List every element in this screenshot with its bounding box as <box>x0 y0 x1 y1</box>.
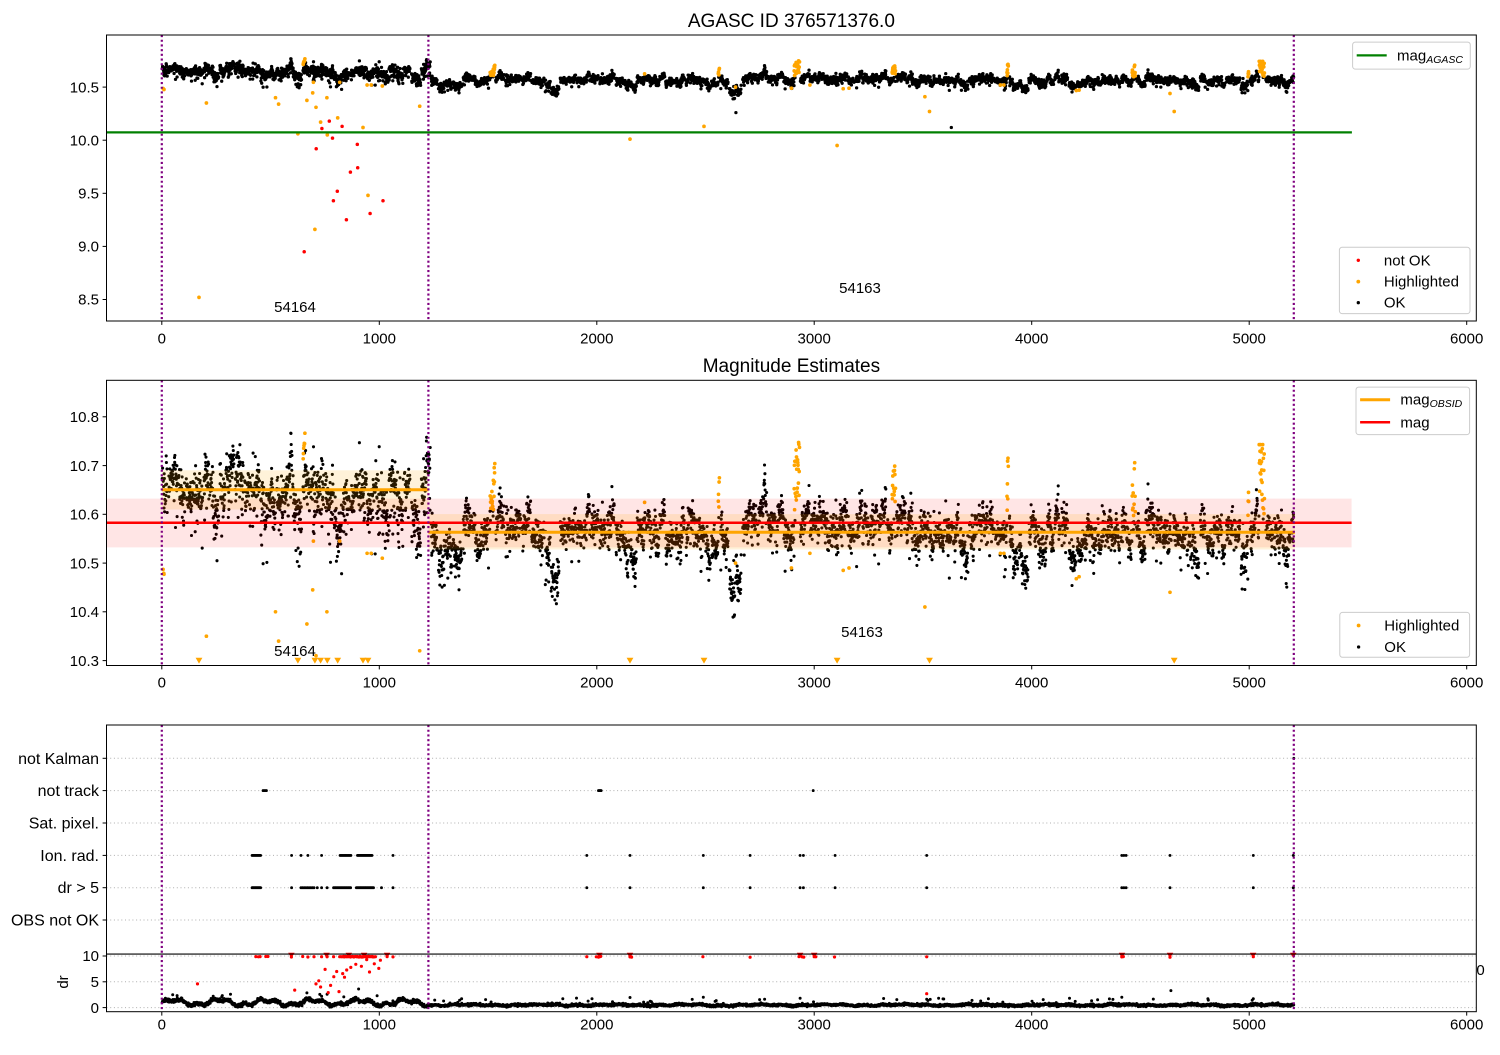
svg-text:Ion. rad.: Ion. rad. <box>40 848 99 865</box>
svg-text:1000: 1000 <box>363 331 396 348</box>
svg-text:54164: 54164 <box>274 643 316 660</box>
svg-text:Magnitude Estimates: Magnitude Estimates <box>703 356 880 377</box>
svg-text:4000: 4000 <box>1015 675 1048 692</box>
svg-text:0: 0 <box>91 1000 99 1017</box>
svg-text:0: 0 <box>158 675 166 692</box>
svg-text:mag: mag <box>1400 414 1429 431</box>
svg-text:5000: 5000 <box>1233 675 1266 692</box>
svg-text:Sat. pixel.: Sat. pixel. <box>29 816 99 833</box>
svg-text:0: 0 <box>1476 962 1484 979</box>
svg-text:0: 0 <box>158 331 166 348</box>
svg-text:6000: 6000 <box>1450 675 1483 692</box>
svg-text:1000: 1000 <box>363 1017 396 1034</box>
svg-text:OK: OK <box>1384 639 1406 656</box>
svg-text:1000: 1000 <box>363 675 396 692</box>
svg-text:10.8: 10.8 <box>70 409 99 426</box>
svg-text:6000: 6000 <box>1450 1017 1483 1034</box>
svg-text:6000: 6000 <box>1450 331 1483 348</box>
svg-text:Highlighted: Highlighted <box>1384 274 1459 291</box>
svg-text:10.0: 10.0 <box>70 132 99 149</box>
svg-text:10.5: 10.5 <box>70 555 99 572</box>
svg-text:9.5: 9.5 <box>78 186 99 203</box>
svg-text:10.5: 10.5 <box>70 79 99 96</box>
svg-text:4000: 4000 <box>1015 1017 1048 1034</box>
svg-text:10.6: 10.6 <box>70 507 99 524</box>
svg-text:3000: 3000 <box>798 675 831 692</box>
svg-text:dr > 5: dr > 5 <box>58 880 99 897</box>
svg-text:not Kalman: not Kalman <box>18 751 99 768</box>
svg-text:dr: dr <box>55 975 72 988</box>
svg-text:10.3: 10.3 <box>70 653 99 670</box>
svg-text:Highlighted: Highlighted <box>1384 618 1459 635</box>
svg-text:8.5: 8.5 <box>78 292 99 309</box>
svg-text:OK: OK <box>1384 295 1406 312</box>
svg-text:2000: 2000 <box>580 675 613 692</box>
svg-text:5000: 5000 <box>1233 331 1266 348</box>
svg-text:10.4: 10.4 <box>70 604 99 621</box>
svg-text:2000: 2000 <box>580 1017 613 1034</box>
svg-text:AGASC ID 376571376.0: AGASC ID 376571376.0 <box>688 11 895 32</box>
svg-text:9.0: 9.0 <box>78 239 99 256</box>
svg-text:not OK: not OK <box>1384 252 1431 269</box>
svg-text:54163: 54163 <box>839 280 881 297</box>
svg-text:10: 10 <box>82 948 99 965</box>
svg-text:54163: 54163 <box>841 624 883 641</box>
svg-text:5000: 5000 <box>1233 1017 1266 1034</box>
svg-text:3000: 3000 <box>798 331 831 348</box>
svg-text:3000: 3000 <box>798 1017 831 1034</box>
svg-text:OBS not OK: OBS not OK <box>11 913 99 930</box>
svg-text:2000: 2000 <box>580 331 613 348</box>
svg-text:4000: 4000 <box>1015 331 1048 348</box>
svg-text:0: 0 <box>158 1017 166 1034</box>
svg-text:5: 5 <box>91 974 99 991</box>
svg-text:not track: not track <box>38 783 100 800</box>
svg-text:54164: 54164 <box>274 299 316 316</box>
svg-text:10.7: 10.7 <box>70 458 99 475</box>
